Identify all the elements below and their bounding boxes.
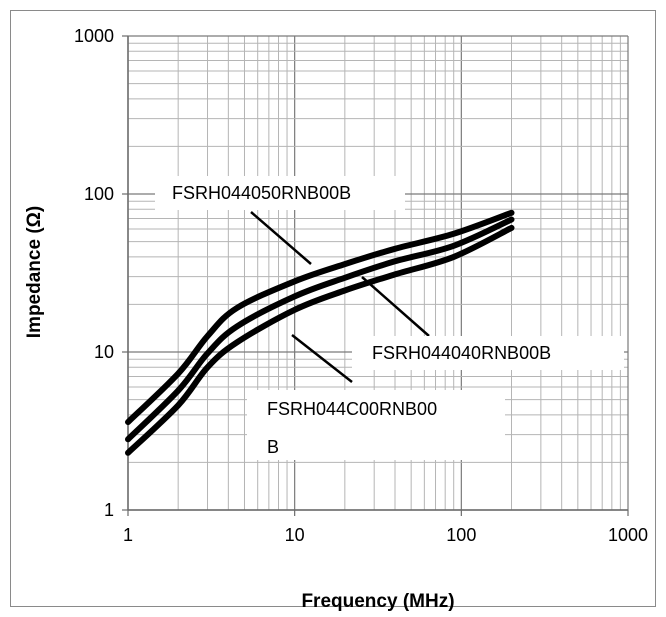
annotation-box	[247, 390, 505, 460]
series-layer	[125, 209, 515, 456]
x-tick-label: 100	[446, 525, 476, 545]
series-line	[125, 224, 515, 456]
annotation-leader-line	[250, 211, 312, 265]
y-axis-label: Impedance (Ω)	[24, 206, 45, 338]
annotation-box	[352, 336, 624, 370]
y-tick-label: 100	[84, 184, 114, 204]
tick-labels: 1 10 100 1000 1 10 100 1000	[74, 26, 648, 545]
annotation-label: FSRH044C00RNB00	[267, 399, 437, 419]
y-tick-label: 1000	[74, 26, 114, 46]
chart-frame	[10, 10, 656, 607]
x-axis-label: Frequency (MHz)	[301, 591, 454, 612]
annotation-label: FSRH044040RNB00B	[372, 343, 551, 363]
x-tick-label: 10	[285, 525, 305, 545]
annotation-leader-line	[361, 276, 430, 337]
annotation-label: FSRH044050RNB00B	[172, 183, 351, 203]
series-line	[125, 209, 515, 426]
x-tick-label: 1000	[608, 525, 648, 545]
annotation-box	[155, 176, 405, 210]
annotation-label-continuation: B	[267, 437, 279, 457]
y-tick-label: 10	[94, 342, 114, 362]
x-tick-label: 1	[123, 525, 133, 545]
annotation-leader-line	[291, 334, 353, 383]
y-tick-label: 1	[104, 500, 114, 520]
series-line	[125, 216, 515, 443]
annotation-layer: FSRH044050RNB00B FSRH044040RNB00B FSRH044C…	[155, 176, 624, 460]
